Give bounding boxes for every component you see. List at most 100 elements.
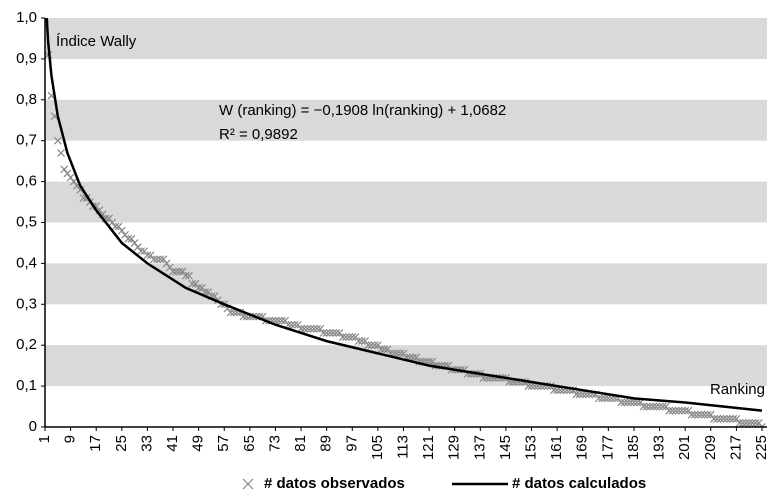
x-tick-label: 25 xyxy=(113,435,130,452)
marker xyxy=(697,410,706,419)
marker xyxy=(153,255,161,264)
marker xyxy=(140,247,149,256)
marker xyxy=(169,267,177,276)
marker xyxy=(290,320,299,329)
y-tick-label: 0,9 xyxy=(16,50,37,67)
marker xyxy=(226,308,235,317)
trend-line xyxy=(45,18,763,412)
x-tick-label: 145 xyxy=(497,435,514,460)
marker xyxy=(185,271,193,280)
x-tick-label: 193 xyxy=(651,435,668,460)
y-tick-label: 1,0 xyxy=(16,9,37,26)
x-tick-label: 49 xyxy=(190,435,207,452)
marker xyxy=(351,333,360,341)
marker xyxy=(175,267,184,276)
plot-area xyxy=(45,18,766,427)
marker xyxy=(293,320,302,329)
marker xyxy=(370,341,379,350)
marker xyxy=(553,386,562,395)
y-tick-label: 0,6 xyxy=(16,173,37,190)
marker xyxy=(338,333,347,341)
marker xyxy=(732,414,741,423)
marker xyxy=(66,173,75,182)
marker xyxy=(127,234,136,243)
marker xyxy=(194,284,203,292)
marker xyxy=(604,394,613,403)
marker xyxy=(197,284,206,292)
marker xyxy=(393,349,402,358)
marker xyxy=(726,414,734,423)
marker xyxy=(345,333,354,341)
marker xyxy=(598,394,606,403)
marker xyxy=(722,414,731,423)
y-tick-label: 0,1 xyxy=(16,377,37,394)
r-squared: R² = 0,9892 xyxy=(219,126,298,143)
marker xyxy=(665,406,674,415)
marker xyxy=(572,390,581,399)
marker xyxy=(191,279,200,288)
marker xyxy=(105,214,113,223)
marker xyxy=(703,410,712,419)
marker xyxy=(396,349,405,358)
marker xyxy=(357,337,366,346)
x-tick-label: 33 xyxy=(138,435,155,452)
x-tick-label: 137 xyxy=(471,435,488,460)
marker xyxy=(364,341,373,350)
marker xyxy=(754,418,763,427)
x-tick-label: 217 xyxy=(727,435,744,460)
marker xyxy=(687,410,696,419)
marker xyxy=(274,316,283,325)
marker xyxy=(354,337,363,346)
marker xyxy=(652,402,661,411)
marker xyxy=(713,414,722,423)
x-tick-label: 113 xyxy=(394,435,411,459)
marker xyxy=(277,316,286,325)
axes: 0 0,1 0,2 0,3 0,4 0,5 0,6 0,7 0,8 0,9 1,0 1 9 17 25 33 4… xyxy=(16,9,770,460)
marker xyxy=(617,398,626,407)
marker xyxy=(735,418,744,427)
grid-band xyxy=(45,263,767,305)
marker xyxy=(137,247,145,256)
marker xyxy=(524,382,533,391)
y-tick-label: 0,7 xyxy=(16,132,37,149)
marker xyxy=(575,390,584,399)
marker xyxy=(674,406,683,415)
x-tick-label: 201 xyxy=(676,435,693,460)
marker xyxy=(527,382,536,391)
marker xyxy=(149,255,158,264)
grid-band xyxy=(45,18,767,59)
marker xyxy=(639,402,648,411)
marker xyxy=(57,149,65,157)
marker xyxy=(578,390,587,399)
marker xyxy=(329,329,338,337)
marker xyxy=(710,414,718,423)
marker xyxy=(642,402,651,411)
marker xyxy=(738,418,747,427)
marker xyxy=(335,329,344,337)
marker xyxy=(159,255,168,264)
y-tick-label: 0,4 xyxy=(16,254,37,271)
marker xyxy=(60,165,69,174)
marker xyxy=(108,218,117,227)
legend-label: # datos calculados xyxy=(512,475,646,492)
x-tick-label: 185 xyxy=(625,435,642,460)
marker xyxy=(662,402,670,411)
x-tick-label: 129 xyxy=(446,435,463,460)
marker xyxy=(111,222,120,231)
marker xyxy=(678,406,686,415)
marker xyxy=(63,169,72,178)
y-tick-label: 0 xyxy=(29,418,37,435)
marker xyxy=(700,410,709,419)
x-tick-label: 121 xyxy=(420,435,437,460)
grid-band xyxy=(45,181,767,223)
marker xyxy=(399,349,408,358)
x-tick-label: 169 xyxy=(574,435,591,460)
marker xyxy=(172,267,181,276)
marker xyxy=(316,324,325,333)
marker xyxy=(690,410,699,419)
marker xyxy=(684,406,693,415)
marker xyxy=(332,329,341,337)
marker xyxy=(729,414,738,423)
marker xyxy=(745,418,754,427)
marker xyxy=(162,259,171,268)
